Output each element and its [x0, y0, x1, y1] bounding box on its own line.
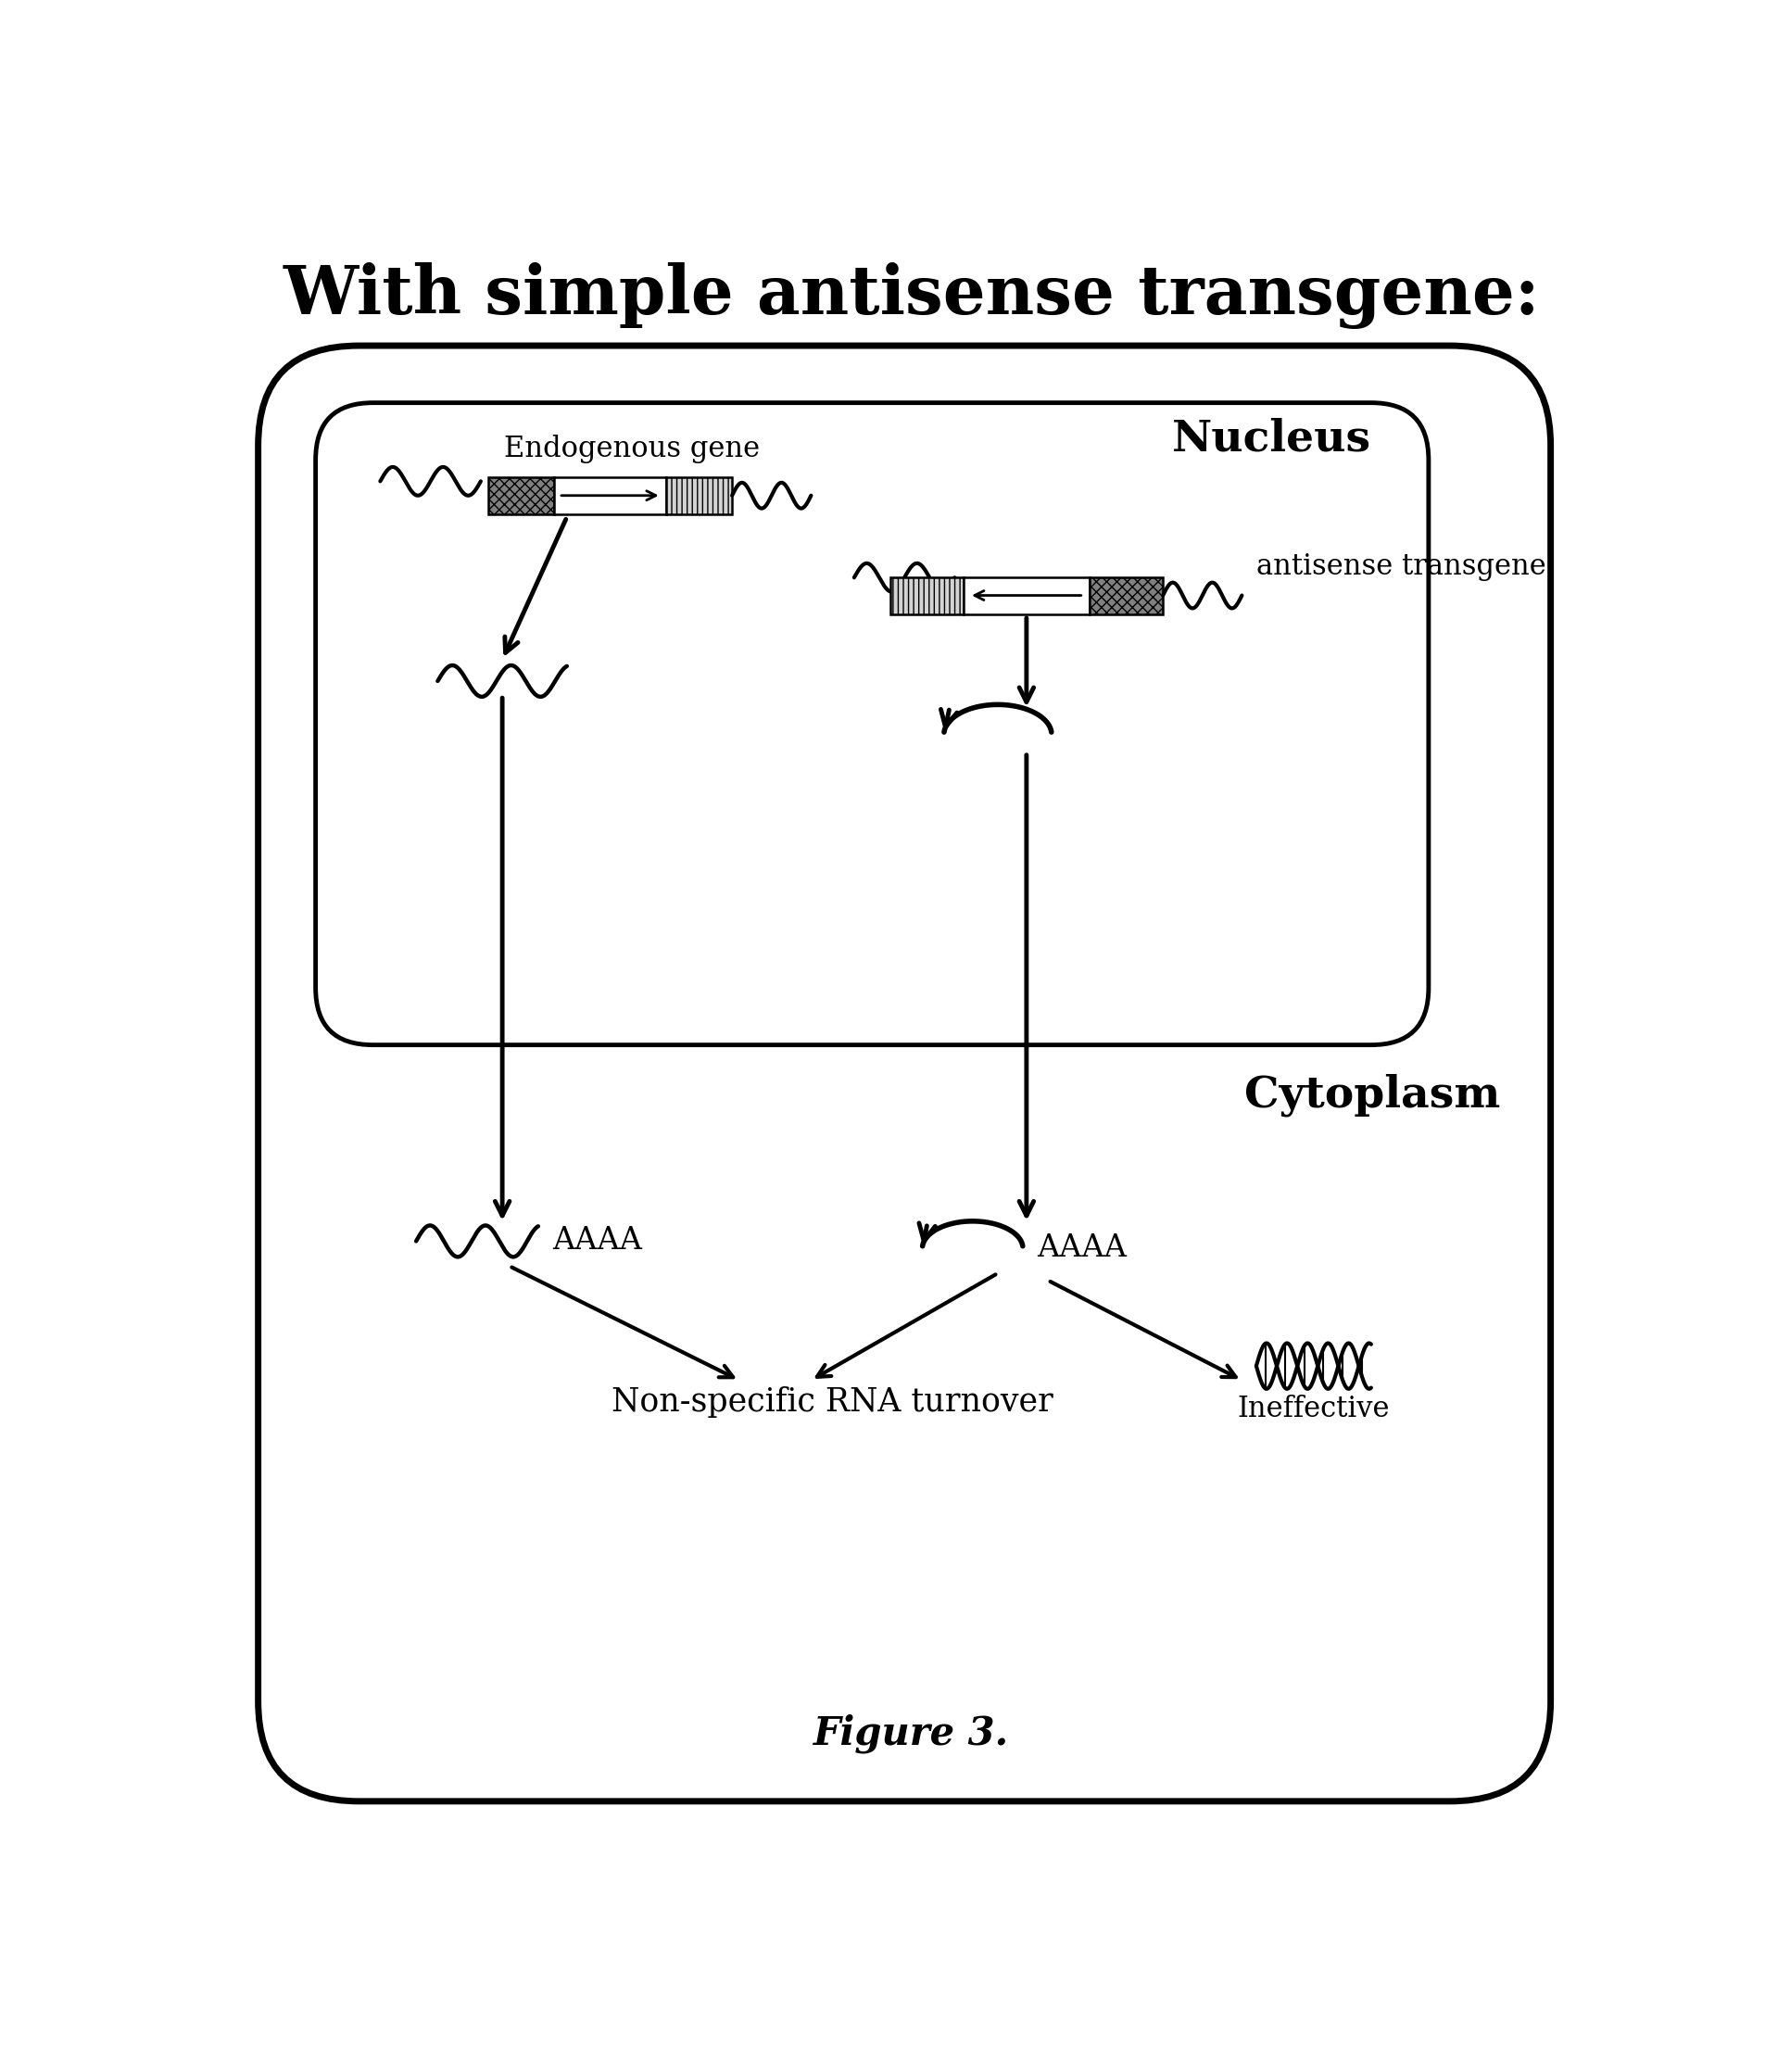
Text: Nucleus: Nucleus [1172, 416, 1371, 460]
Text: Non-specific RNA turnover: Non-specific RNA turnover [612, 1386, 1053, 1417]
Text: Cytoplasm: Cytoplasm [1245, 1073, 1501, 1117]
Bar [555, 477, 667, 514]
Text: AAAA: AAAA [1037, 1233, 1127, 1264]
Text: Endogenous gene: Endogenous gene [503, 435, 759, 464]
Text: AAAA: AAAA [553, 1227, 642, 1256]
Bar [667, 477, 733, 514]
FancyBboxPatch shape [316, 402, 1428, 1044]
Text: antisense transgene: antisense transgene [1257, 553, 1547, 582]
Bar [891, 576, 964, 613]
Bar [487, 477, 555, 514]
Text: With simple antisense transgene:: With simple antisense transgene: [283, 263, 1540, 329]
Text: Figure 3.: Figure 3. [814, 1714, 1010, 1753]
FancyBboxPatch shape [258, 346, 1550, 1801]
Bar [1090, 576, 1163, 613]
Bar [964, 576, 1090, 613]
Text: Ineffective: Ineffective [1237, 1394, 1390, 1423]
